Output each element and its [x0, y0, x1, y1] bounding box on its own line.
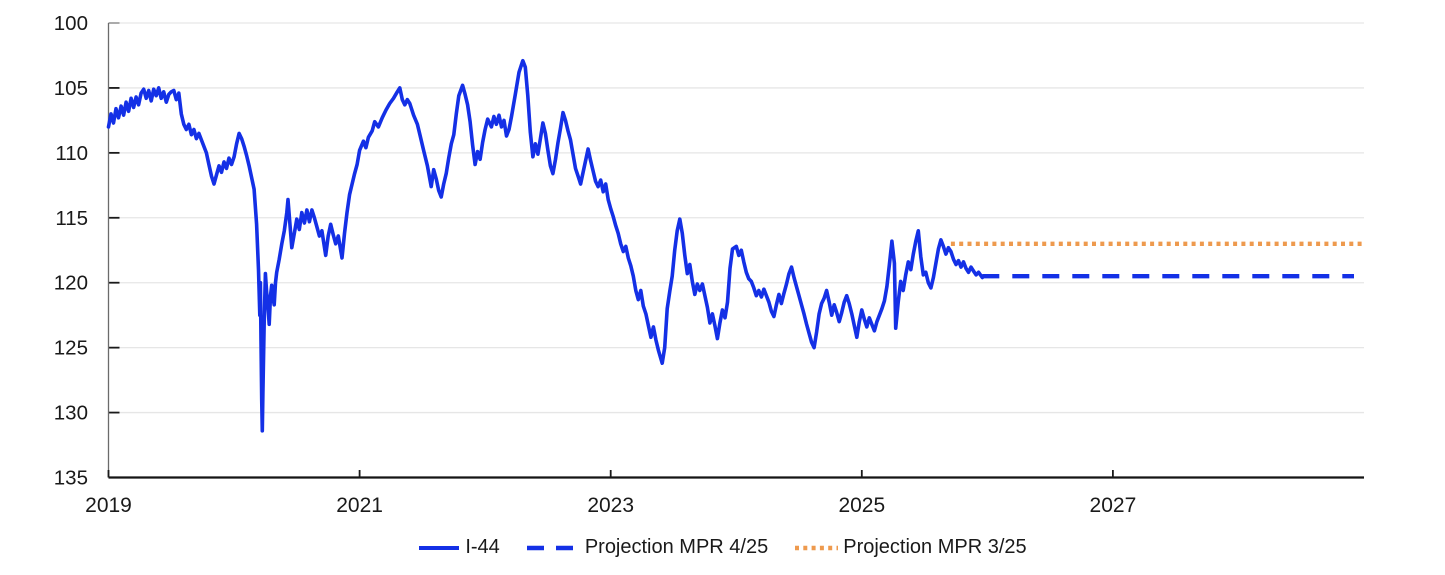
- y-tick-label-120: 120: [54, 272, 88, 295]
- x-tick-label-2027: 2027: [1090, 494, 1137, 517]
- x-tick-label-2019: 2019: [85, 494, 132, 517]
- x-tick-label-2021: 2021: [336, 494, 383, 517]
- y-tick-label-105: 105: [54, 77, 88, 100]
- solid-line-swatch: [419, 545, 460, 550]
- legend-item-projection-mpr-3-25: Projection MPR 3/25: [794, 536, 1027, 559]
- dotted-line-swatch: [795, 545, 839, 550]
- dashed-line-swatch: [526, 545, 580, 550]
- y-tick-label-125: 125: [54, 337, 88, 360]
- x-tick-label-2025: 2025: [838, 494, 885, 517]
- legend: I-44 Projection MPR 4/25 Projection MPR …: [0, 536, 1445, 559]
- legend-label-projection-mpr-4-25: Projection MPR 4/25: [584, 536, 769, 558]
- legend-label-i44: I-44: [465, 536, 500, 558]
- y-tick-label-135: 135: [54, 467, 88, 490]
- y-tick-label-115: 115: [55, 207, 88, 230]
- y-tick-label-110: 110: [55, 142, 88, 165]
- legend-item-projection-mpr-4-25: Projection MPR 4/25: [526, 536, 768, 559]
- y-tick-label-130: 130: [54, 402, 88, 425]
- series-i-44: [106, 58, 985, 433]
- y-tick-label-100: 100: [54, 12, 88, 35]
- legend-label-projection-mpr-3-25: Projection MPR 3/25: [843, 536, 1027, 558]
- x-tick-label-2023: 2023: [587, 494, 634, 517]
- legend-item-i44: I-44: [418, 536, 500, 559]
